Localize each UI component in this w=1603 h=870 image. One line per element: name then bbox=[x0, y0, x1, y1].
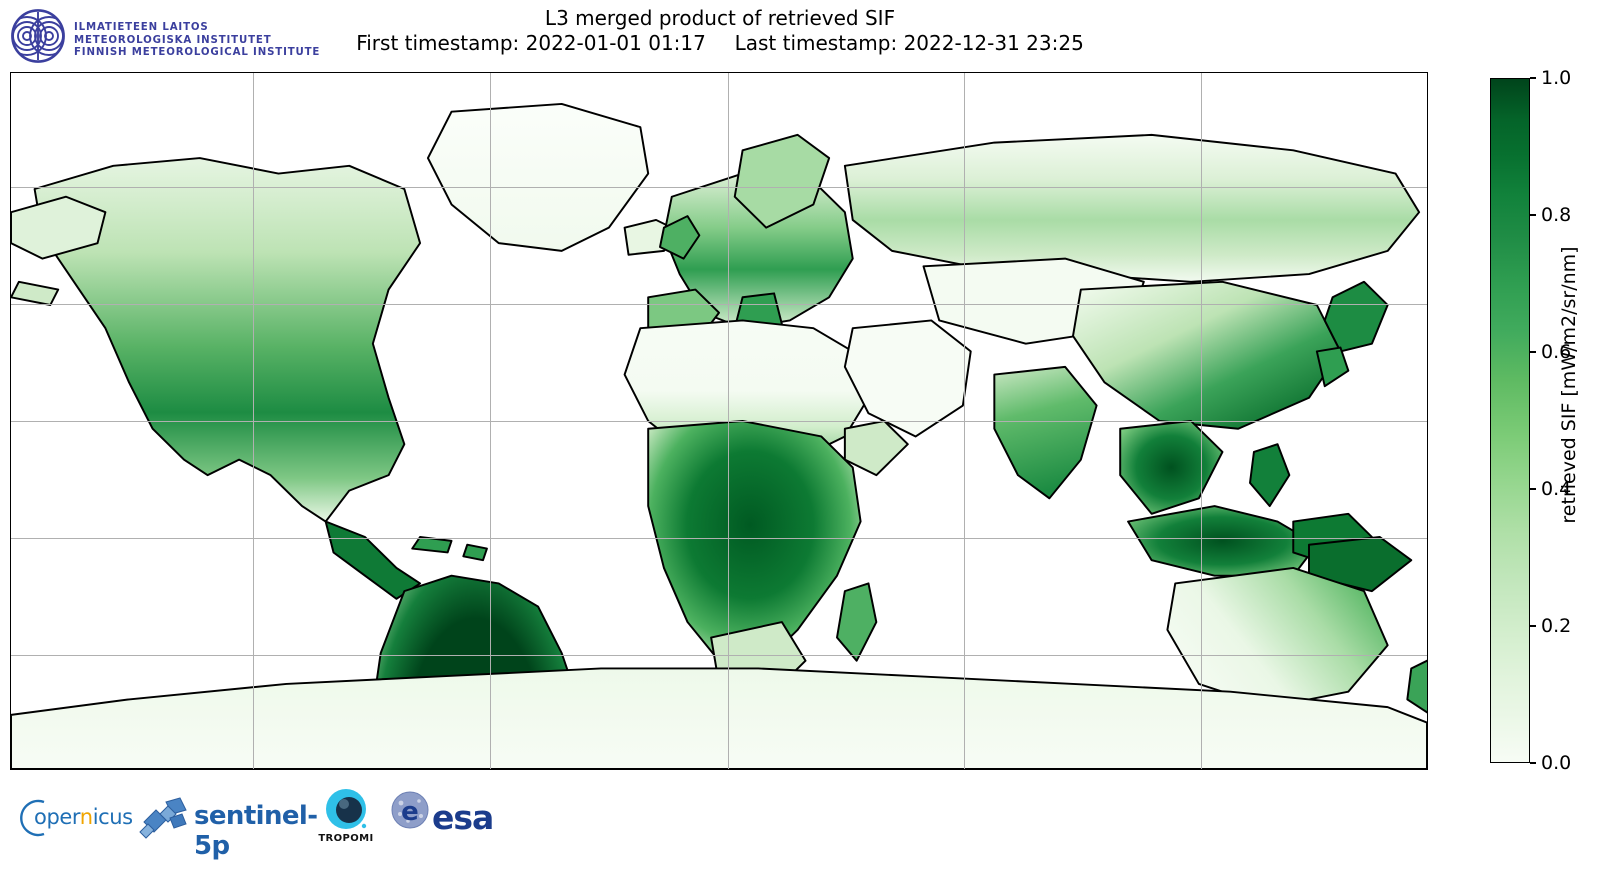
svg-text:e: e bbox=[401, 797, 419, 827]
colorbar-tick-label: 0.6 bbox=[1541, 341, 1572, 363]
copernicus-arc-icon bbox=[20, 799, 45, 837]
colorbar-tick-label: 0.2 bbox=[1541, 615, 1572, 637]
colorbar-gradient bbox=[1490, 78, 1530, 763]
last-timestamp: Last timestamp: 2022-12-31 23:25 bbox=[734, 31, 1084, 55]
satellite-icon bbox=[139, 797, 187, 839]
colorbar-tick-label: 0.4 bbox=[1541, 478, 1572, 500]
esa-logo: e esa bbox=[388, 788, 498, 848]
colorbar-ticks: 0.0 0.2 0.4 0.6 0.8 1.0 bbox=[1530, 67, 1603, 774]
copernicus-accent-letter: n bbox=[79, 805, 93, 829]
copernicus-logo: opernicus bbox=[14, 788, 133, 848]
tick-mark bbox=[1530, 214, 1536, 216]
sentinel-wordmark: sentinel-5p bbox=[194, 801, 318, 861]
esa-globe-icon: e bbox=[391, 791, 429, 829]
colorbar-tick-label: 0.8 bbox=[1541, 204, 1572, 226]
first-timestamp: First timestamp: 2022-01-01 01:17 bbox=[356, 31, 706, 55]
tropomi-sphere-icon bbox=[326, 789, 367, 829]
copernicus-text: opernicus bbox=[34, 805, 133, 829]
map-axes[interactable] bbox=[10, 72, 1428, 770]
figure-title-block: L3 merged product of retrieved SIF First… bbox=[0, 6, 1440, 56]
sif-heatmap bbox=[11, 73, 1427, 769]
tick-mark bbox=[1530, 77, 1536, 79]
fmi-logo-icon bbox=[10, 8, 66, 64]
fmi-name-en: FINNISH METEOROLOGICAL INSTITUTE bbox=[74, 47, 321, 59]
tropomi-logo: TROPOMI bbox=[315, 788, 377, 848]
tropomi-wordmark: TROPOMI bbox=[318, 833, 374, 844]
fmi-name-fi: ILMATIETEEN LAITOS bbox=[74, 22, 209, 33]
sentinel-5p-logo: sentinel-5p bbox=[136, 788, 318, 861]
fmi-name-sv: METEOROLOGISKA INSTITUTET bbox=[74, 34, 272, 46]
figure-title: L3 merged product of retrieved SIF bbox=[544, 6, 896, 30]
tick-mark bbox=[1530, 351, 1536, 353]
colorbar-label-text: retrieved SIF [mW/m2/sr/nm] bbox=[1558, 246, 1580, 524]
colorbar[interactable]: 0.0 0.2 0.4 0.6 0.8 1.0 bbox=[1490, 67, 1571, 774]
footer-logos: opernicus sentinel-5p TROPOMI bbox=[0, 788, 1440, 861]
tick-mark bbox=[1530, 488, 1536, 490]
colorbar-tick-label: 1.0 bbox=[1541, 67, 1572, 89]
tick-mark bbox=[1530, 625, 1536, 627]
tick-mark bbox=[1530, 762, 1536, 764]
fmi-institute-name: ILMATIETEEN LAITOS METEOROLOGISKA INSTIT… bbox=[74, 22, 320, 60]
copernicus-wordmark: opernicus bbox=[34, 805, 133, 829]
colorbar-axis-label: retrieved SIF [mW/m2/sr/nm] bbox=[1556, 0, 1582, 770]
colorbar-tick-label: 0.0 bbox=[1541, 752, 1572, 774]
figure-subtitle: First timestamp: 2022-01-01 01:17 Last t… bbox=[0, 31, 1440, 56]
esa-wordmark: esa bbox=[432, 798, 494, 837]
